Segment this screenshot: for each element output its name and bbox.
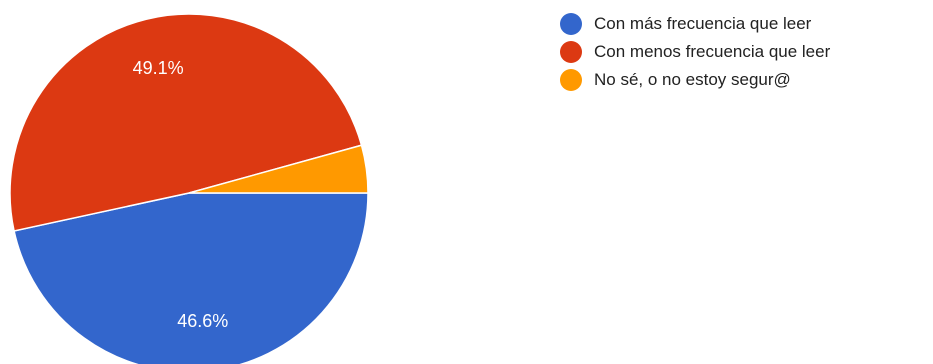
legend-swatch [560,69,582,91]
pie-slice-not-sure[interactable] [188,144,369,194]
legend-swatch [560,13,582,35]
legend-item-more-often[interactable]: Con más frecuencia que leer [560,10,830,38]
legend-label: Con menos frecuencia que leer [594,42,831,61]
legend-item-not-sure[interactable]: No sé, o no estoy segur@ [560,66,830,94]
legend-label: No sé, o no estoy segur@ [594,70,791,89]
legend: Con más frecuencia que leer Con menos fr… [560,10,830,94]
pie-slice-more-often[interactable] [13,192,369,364]
legend-item-less-often[interactable]: Con menos frecuencia que leer [560,38,830,66]
legend-swatch [560,41,582,63]
slice-value-label: 49.1% [133,58,184,78]
pie-slice-less-often[interactable] [9,13,363,232]
pie-chart: 46.6% 49.1% [9,13,369,364]
slice-value-label: 46.6% [177,311,228,331]
legend-label: Con más frecuencia que leer [594,14,812,33]
